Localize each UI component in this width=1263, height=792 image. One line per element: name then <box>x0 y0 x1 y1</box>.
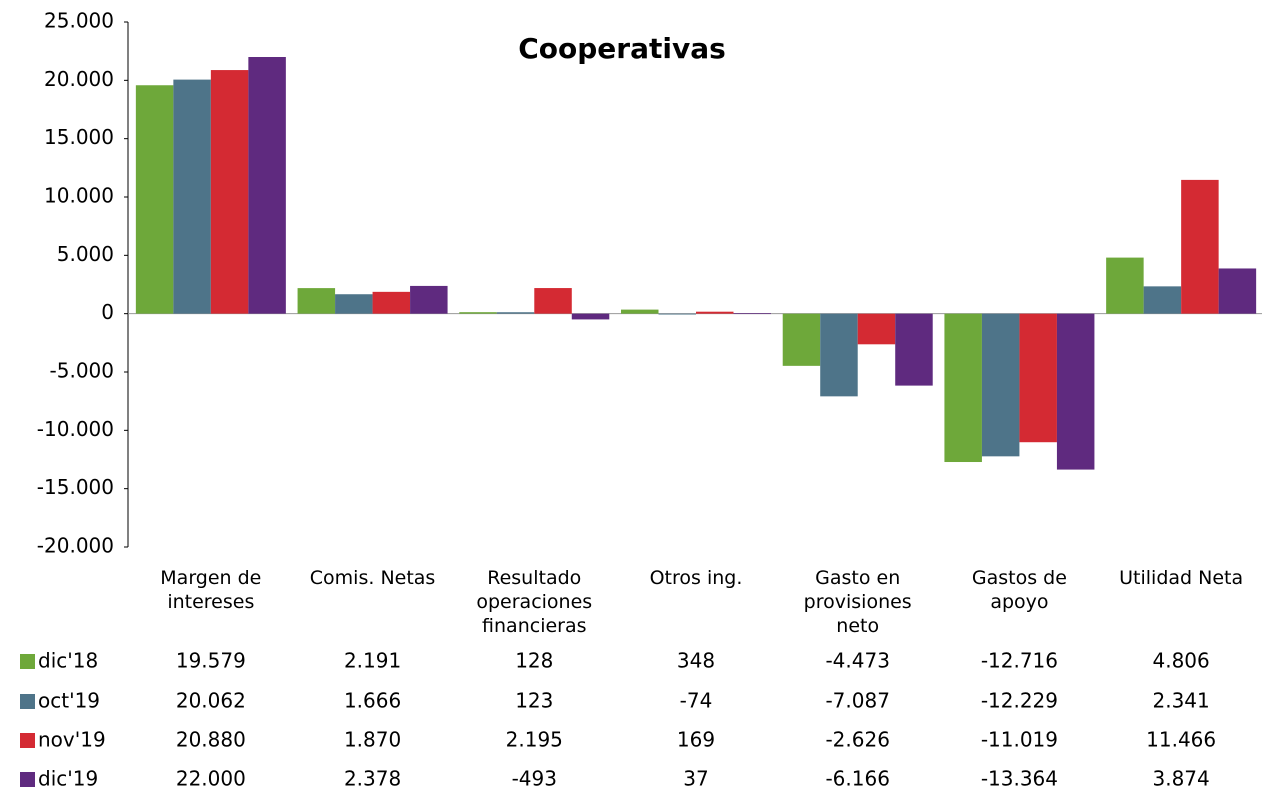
table-value: -4.473 <box>825 649 889 673</box>
y-tick-label: -5.000 <box>50 359 114 383</box>
legend-swatch <box>20 654 35 669</box>
bar <box>534 288 572 314</box>
bar <box>857 313 896 345</box>
y-tick-label: 20.000 <box>44 67 114 91</box>
y-tick-label: -10.000 <box>37 417 114 441</box>
category-label: Utilidad Neta <box>1119 567 1244 589</box>
bar <box>1106 257 1144 314</box>
bar <box>820 313 858 397</box>
legend-label: oct'19 <box>38 689 100 713</box>
bar <box>372 291 411 314</box>
bar <box>571 313 610 320</box>
bar <box>410 285 448 314</box>
table-value: 2.341 <box>1153 689 1210 713</box>
table-value: -7.087 <box>825 689 889 713</box>
bar <box>981 313 1020 457</box>
table-value: -6.166 <box>825 767 889 791</box>
bar <box>696 311 734 314</box>
table-value: 22.000 <box>176 767 246 791</box>
table-value: -2.626 <box>825 728 889 752</box>
y-tick-label: 15.000 <box>44 125 114 149</box>
table-value: -74 <box>680 689 713 713</box>
y-tick-label: 0 <box>101 300 114 324</box>
category-label: Resultado operaciones financieras <box>476 567 593 637</box>
table-value: -13.364 <box>981 767 1058 791</box>
y-tick-label: -20.000 <box>37 534 114 558</box>
legend-swatch <box>20 772 35 787</box>
y-tick-label: -15.000 <box>37 475 114 499</box>
table-value: 20.062 <box>176 689 246 713</box>
category-label: Margen de intereses <box>160 567 262 613</box>
bar <box>1056 313 1095 470</box>
bar <box>210 70 249 314</box>
bar <box>496 312 535 314</box>
table-value: 11.466 <box>1146 728 1216 752</box>
table-value: 19.579 <box>176 649 246 673</box>
legend-swatch <box>20 694 35 709</box>
bar <box>1181 179 1219 314</box>
bar <box>135 85 174 314</box>
table-value: 348 <box>677 649 715 673</box>
table-value: 4.806 <box>1153 649 1210 673</box>
table-value: 3.874 <box>1153 767 1210 791</box>
table-value: 123 <box>515 689 553 713</box>
bar <box>1218 268 1257 314</box>
legend-swatch <box>20 733 35 748</box>
table-value: -12.229 <box>981 689 1058 713</box>
category-label: Otros ing. <box>649 567 743 589</box>
table-value: 169 <box>677 728 715 752</box>
table-value: -12.716 <box>981 649 1058 673</box>
table-value: 20.880 <box>176 728 246 752</box>
bar <box>297 288 336 314</box>
table-value: 128 <box>515 649 553 673</box>
table-value: 2.195 <box>506 728 563 752</box>
chart-title: Cooperativas <box>518 32 726 65</box>
bar <box>173 79 211 314</box>
bar <box>1019 313 1057 443</box>
table-value: -493 <box>512 767 557 791</box>
category-label: Comis. Netas <box>309 567 436 589</box>
table-value: 1.870 <box>344 728 401 752</box>
legend-label: dic'18 <box>38 649 98 673</box>
legend-label: dic'19 <box>38 767 98 791</box>
bar <box>733 313 771 315</box>
bar <box>621 309 659 314</box>
bar <box>1143 286 1182 314</box>
category-label: Gasto en provisiones neto <box>803 567 912 637</box>
table-value: -11.019 <box>981 728 1058 752</box>
table-value: 37 <box>683 767 708 791</box>
bar <box>944 313 982 463</box>
category-label: Gastos de apoyo <box>971 567 1067 613</box>
bar <box>782 313 821 366</box>
legend-label: nov'19 <box>38 728 106 752</box>
y-tick-label: 5.000 <box>57 242 114 266</box>
bar <box>459 312 497 314</box>
table-value: 2.191 <box>344 649 401 673</box>
bar <box>658 313 696 315</box>
table-value: 2.378 <box>344 767 401 791</box>
bar <box>248 57 286 314</box>
bar <box>335 294 373 314</box>
table-value: 1.666 <box>344 689 401 713</box>
y-tick-label: 10.000 <box>44 184 114 208</box>
bar <box>895 313 933 386</box>
y-tick-label: 25.000 <box>44 9 114 33</box>
